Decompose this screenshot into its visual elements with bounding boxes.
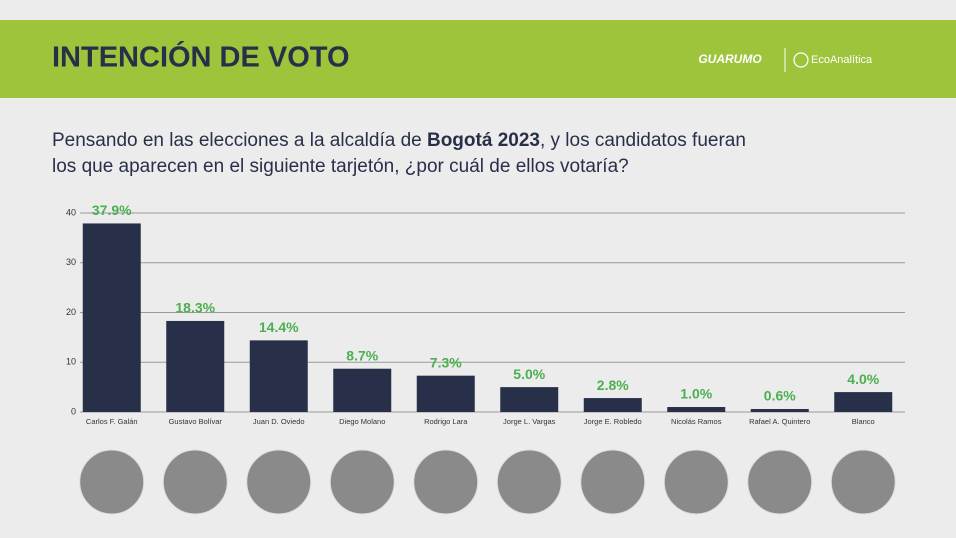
candidate-photo <box>79 449 145 515</box>
question: los que aparecen en el siguiente tarjetó… <box>52 156 629 177</box>
question-part: Bogotá 2023 <box>427 130 540 151</box>
question-part: , y los candidatos fueran <box>540 130 746 151</box>
x-tick-label: Rodrigo Lara <box>424 417 468 426</box>
x-tick-label: Jorge E. Robledo <box>584 417 642 426</box>
candidate-photo <box>830 449 896 515</box>
y-tick-label: 30 <box>66 257 76 267</box>
value-label: 7.3% <box>430 354 462 370</box>
logo-icon <box>793 52 809 68</box>
bar <box>750 409 809 412</box>
x-tick-label: Gustavo Bolívar <box>169 417 223 426</box>
value-label: 5.0% <box>513 366 545 382</box>
bar <box>416 375 475 412</box>
header-band <box>0 20 956 98</box>
logo: GUARUMO <box>698 52 762 66</box>
value-label: 0.6% <box>764 388 796 404</box>
bar <box>82 223 141 412</box>
value-label: 14.4% <box>259 319 299 335</box>
x-tick-label: Jorge L. Vargas <box>503 417 556 426</box>
bar <box>166 320 225 412</box>
value-label: 8.7% <box>346 347 378 363</box>
x-tick-label: Rafael A. Quintero <box>749 417 810 426</box>
candidate-photo <box>246 449 312 515</box>
candidate-photo <box>162 449 228 515</box>
bar <box>583 398 642 412</box>
candidate-photo <box>580 449 646 515</box>
logo: EcoAnalítica <box>811 54 873 66</box>
x-tick-label: Blanco <box>852 417 875 426</box>
value-label: 37.9% <box>92 202 132 218</box>
question: Pensando en las elecciones a la alcaldía… <box>52 130 746 151</box>
candidate-photo <box>663 449 729 515</box>
header-title: INTENCIÓN DE VOTO <box>52 40 350 74</box>
y-tick-label: 40 <box>66 207 76 217</box>
bar <box>500 387 559 412</box>
bar <box>333 368 392 412</box>
y-tick-label: 20 <box>66 307 76 317</box>
candidate-photo <box>329 449 395 515</box>
candidate-photo <box>413 449 479 515</box>
value-label: 2.8% <box>597 377 629 393</box>
x-tick-label: Nicolás Ramos <box>671 417 722 426</box>
y-tick-label: 0 <box>71 406 76 416</box>
value-label: 4.0% <box>847 371 879 387</box>
candidate-photo <box>496 449 562 515</box>
x-tick-label: Diego Molano <box>339 417 385 426</box>
y-tick-label: 10 <box>66 357 76 367</box>
candidate-photo <box>747 449 813 515</box>
bar <box>249 340 308 412</box>
x-tick-label: Carlos F. Galán <box>86 417 138 426</box>
value-label: 18.3% <box>175 300 215 316</box>
value-label: 1.0% <box>680 386 712 402</box>
x-tick-label: Juan D. Oviedo <box>253 417 305 426</box>
bar <box>667 407 726 412</box>
question-part: Pensando en las elecciones a la alcaldía… <box>52 130 427 151</box>
bar <box>834 392 893 412</box>
